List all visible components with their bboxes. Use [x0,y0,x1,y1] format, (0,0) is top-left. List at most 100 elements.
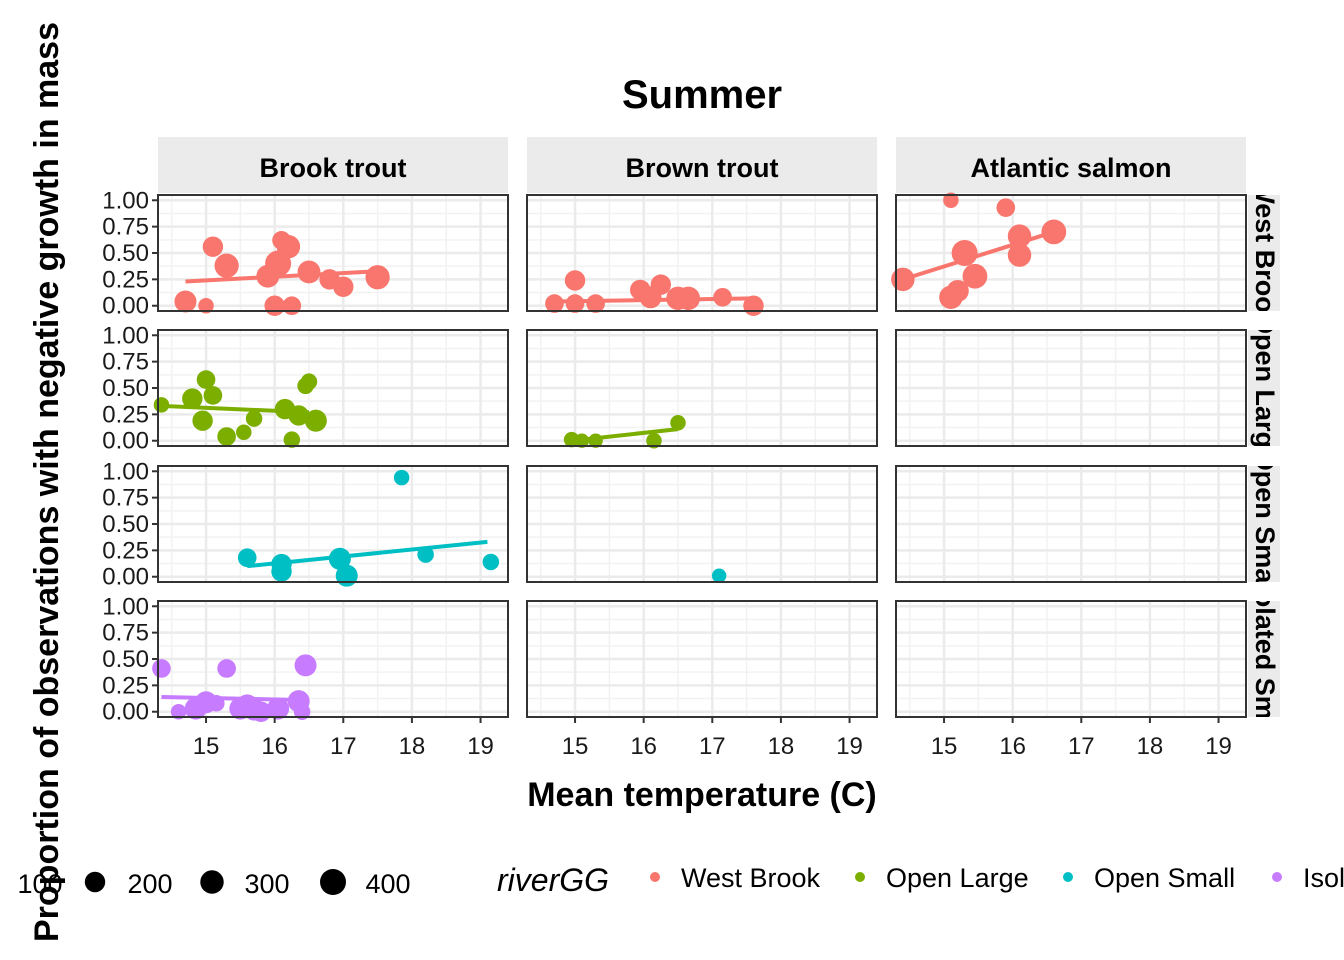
x-axis-title: Mean temperature (C) [527,776,877,814]
x-tick-label: 16 [630,733,657,760]
data-point [152,659,171,678]
panel-border [526,600,878,718]
panel-border [895,600,1247,718]
data-point [545,294,564,313]
x-tick-label: 19 [836,733,863,760]
panel-data [174,231,390,316]
y-tick-label: 0.75 [102,349,149,376]
data-point [170,703,187,720]
y-axis-title: Proportion of observations with negative… [28,22,66,942]
y-tick-label: 0.75 [102,620,149,647]
y-tick-label: 0.75 [102,485,149,512]
panel [896,601,1246,717]
data-point [300,373,318,390]
strip-col-bg [527,137,877,193]
panel [896,330,1246,446]
y-tick-label: 1.00 [102,458,149,485]
trend-line [247,539,488,569]
data-point [217,427,236,446]
trend-line [554,296,754,304]
strip-row-label: Isolated Small [1250,568,1280,750]
y-tick-label: 0.50 [102,511,149,538]
strip-row-bg [1248,601,1280,717]
chart-title: Summer [622,73,782,117]
trend-line [185,268,385,284]
data-point [670,415,686,431]
data-point [202,236,224,257]
color-legend-label: West Brook [681,863,821,893]
data-point [304,409,327,432]
trend-line [571,427,679,443]
x-tick-label: 19 [467,733,494,760]
data-point [297,260,321,284]
size-legend-key [200,870,224,894]
size-legend-label: 300 [244,869,289,899]
data-point [565,294,585,313]
panel-border [526,465,878,583]
panel [527,195,877,311]
y-tick-label: 0.50 [102,240,149,267]
x-tick-label: 18 [1137,733,1164,760]
panel-border [895,465,1247,583]
color-legend-label: Open Small [1094,863,1235,893]
data-point [943,192,959,209]
data-point [182,388,203,409]
strip-col-label: Brown trout [626,153,779,183]
x-tick-label: 17 [699,733,726,760]
data-point [946,279,969,302]
size-legend-label: 400 [365,869,410,899]
x-tick-label: 19 [1205,733,1232,760]
color-legend-key [650,872,660,882]
x-tick-label: 17 [330,733,357,760]
trend-line [909,230,1055,280]
axes: 0.000.250.500.751.000.000.250.500.751.00… [102,187,1232,760]
size-legend-label: 100 [17,869,62,899]
data-point [174,290,197,313]
y-tick-label: 0.25 [102,401,149,428]
data-point [217,659,236,678]
data-point [271,561,292,582]
panel-border [895,194,1247,312]
data-point [1007,243,1032,267]
strip-row-label: Open Small [1250,450,1280,599]
y-tick-label: 0.50 [102,646,149,673]
data-point [267,697,290,720]
panel-border [526,329,878,447]
y-tick-label: 0.25 [102,672,149,699]
panel-data [545,270,764,316]
panel-data [153,370,327,448]
x-tick-label: 15 [931,733,958,760]
panel [527,601,877,717]
x-tick-label: 15 [562,733,589,760]
y-tick-label: 0.50 [102,375,149,402]
panel-data [563,415,686,449]
data-point [214,253,239,278]
data-point [283,431,301,448]
data-point [236,424,252,441]
y-tick-label: 0.00 [102,428,149,455]
strip-col-label: Atlantic salmon [970,153,1171,183]
data-point [996,198,1016,217]
color-legend-key [1272,872,1282,882]
data-point [711,568,727,583]
data-point [276,234,301,259]
strip-row-bg [1248,330,1280,446]
x-tick-label: 15 [193,733,220,760]
panel-border [895,329,1247,447]
panel-border [526,194,878,312]
panel-data [237,469,500,587]
y-tick-label: 0.00 [102,699,149,726]
strip-col-bg [896,137,1246,193]
data-point [196,370,216,389]
strip-row-bg [1248,466,1280,582]
panel [896,466,1246,582]
x-tick-label: 18 [399,733,426,760]
y-tick-label: 1.00 [102,593,149,620]
data-point [891,267,915,292]
x-tick-label: 16 [999,733,1026,760]
trend-line [161,403,310,415]
data-point [264,295,285,316]
x-tick-label: 17 [1068,733,1095,760]
